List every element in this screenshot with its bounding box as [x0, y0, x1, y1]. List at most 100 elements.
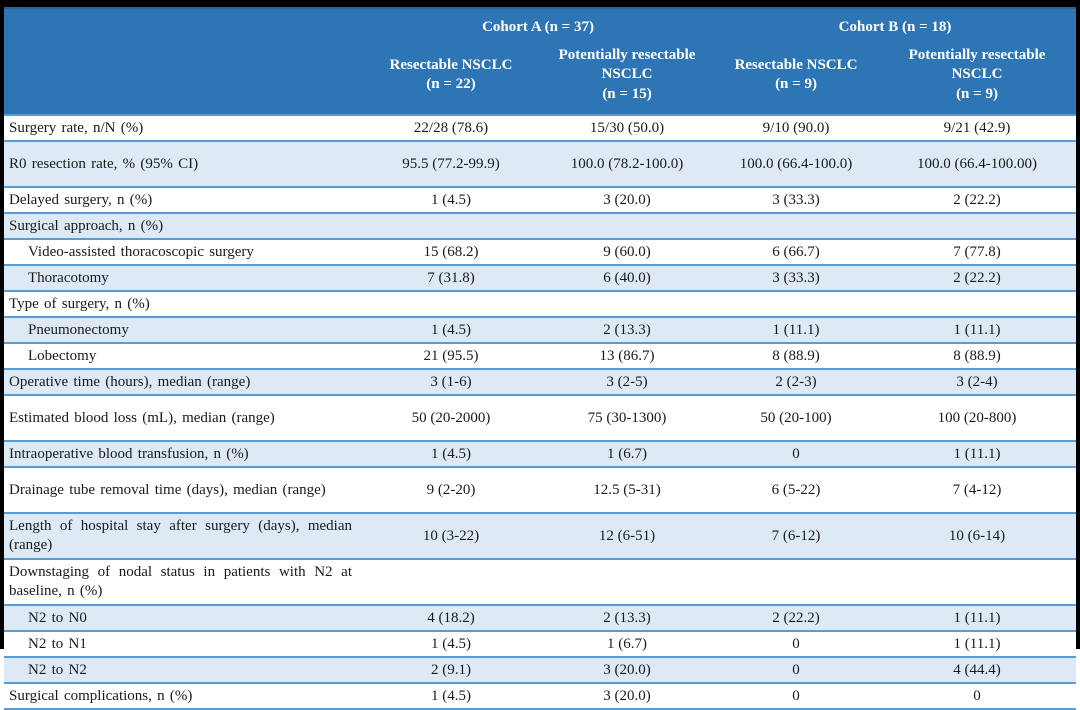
col-header-resectable-b: Resectable NSCLC (n = 9): [714, 36, 879, 115]
cell-value: 0: [792, 635, 800, 652]
table-row: Drainage tube removal time (days), media…: [4, 467, 1077, 513]
surgery-outcomes-table: Cohort A (n = 37) Cohort B (n = 18) Rese…: [4, 7, 1077, 710]
row-label: Drainage tube removal time (days), media…: [9, 481, 326, 498]
cell-value: [362, 213, 540, 239]
cell-value: 2 (22.2): [953, 269, 1001, 286]
cell-value: [362, 559, 540, 605]
table-row: N2 to N0 4 (18.2) 2 (13.3) 2 (22.2) 1 (11.1): [4, 605, 1077, 631]
cell-value: 6 (5-22): [771, 481, 821, 498]
table-row: Intraoperative blood transfusion, n (%) 1…: [4, 441, 1077, 467]
cell-value: 12.5 (5-31): [593, 481, 661, 498]
row-label: Surgery rate, n/N (%): [9, 119, 144, 136]
col-header-name: Potentially resectable NSCLC: [908, 46, 1046, 83]
cell-value: 9/21 (42.9): [943, 119, 1011, 136]
cell-value: 4 (18.2): [427, 609, 475, 626]
cell-value: 50 (20-2000): [411, 409, 491, 426]
cell-value: 13 (86.7): [599, 347, 655, 364]
table-header: Cohort A (n = 37) Cohort B (n = 18) Rese…: [4, 7, 1077, 115]
table-row: Operative time (hours), median (range) 3 …: [4, 369, 1077, 395]
cell-value: [540, 559, 714, 605]
cell-value: 9 (60.0): [603, 243, 651, 260]
cell-value: [714, 559, 878, 605]
cell-value: 6 (40.0): [603, 269, 651, 286]
cell-value: 15 (68.2): [423, 243, 479, 260]
row-label: Type of surgery, n (%): [9, 295, 150, 312]
cell-value: 2 (22.2): [772, 609, 820, 626]
cell-value: 7 (4-12): [952, 481, 1002, 498]
col-header-potentially-resectable-a: Potentially resectable NSCLC (n = 15): [540, 36, 715, 115]
cell-value: 4 (44.4): [953, 661, 1001, 678]
cell-value: [540, 291, 714, 317]
table-row: Estimated blood loss (mL), median (range…: [4, 395, 1077, 441]
cohort-b-header: Cohort B (n = 18): [714, 7, 1077, 36]
section-header-row: Downstaging of nodal status in patients …: [4, 559, 1077, 605]
cell-value: 1 (4.5): [431, 445, 471, 462]
col-header-n: (n = 9): [956, 85, 998, 102]
cell-value: [878, 213, 1076, 239]
cell-value: 7 (77.8): [953, 243, 1001, 260]
cell-value: 10 (6-14): [948, 527, 1006, 544]
row-label: Lobectomy: [28, 347, 97, 364]
table-body: Surgery rate, n/N (%) 22/28 (78.6) 15/30 (…: [4, 115, 1077, 709]
cell-value: 1 (11.1): [953, 635, 1001, 652]
row-label: R0 resection rate, % (95% CI): [9, 155, 199, 172]
cell-value: 21 (95.5): [423, 347, 479, 364]
cell-value: 9/10 (90.0): [762, 119, 830, 136]
table-row: Lobectomy 21 (95.5) 13 (86.7) 8 (88.9) 8 (88…: [4, 343, 1077, 369]
cell-value: 1 (11.1): [953, 609, 1001, 626]
col-header-name: Resectable NSCLC: [389, 56, 513, 73]
cell-value: 9 (2-20): [426, 481, 476, 498]
cohort-a-header: Cohort A (n = 37): [362, 7, 715, 36]
col-header-n: (n = 9): [775, 76, 817, 92]
table-row: Delayed surgery, n (%) 1 (4.5) 3 (20.0) 3 (…: [4, 187, 1077, 213]
col-header-potentially-resectable-b: Potentially resectable NSCLC (n = 9): [878, 36, 1077, 115]
cell-value: 0: [792, 445, 800, 462]
cell-value: [362, 291, 540, 317]
cell-value: 3 (20.0): [603, 687, 651, 704]
cell-value: 2 (9.1): [431, 661, 471, 678]
cell-value: 0: [792, 687, 800, 704]
cell-value: 2 (2-3): [775, 373, 817, 390]
row-label: Thoracotomy: [28, 269, 109, 286]
cell-value: [878, 291, 1076, 317]
col-header-resectable-a: Resectable NSCLC (n = 22): [362, 36, 540, 115]
table-row: Surgery rate, n/N (%) 22/28 (78.6) 15/30 (…: [4, 115, 1077, 141]
cell-value: 3 (2-5): [606, 373, 648, 390]
row-label: Pneumonectomy: [28, 321, 129, 338]
cell-value: 3 (20.0): [603, 661, 651, 678]
cell-value: 10 (3-22): [422, 527, 480, 544]
table-row: Thoracotomy 7 (31.8) 6 (40.0) 3 (33.3) 2 (22…: [4, 265, 1077, 291]
col-header-name: Potentially resectable NSCLC: [558, 46, 696, 83]
column-header-row: Resectable NSCLC (n = 22) Potentially re…: [4, 36, 1077, 115]
row-label: Delayed surgery, n (%): [9, 191, 153, 208]
cell-value: 22/28 (78.6): [413, 119, 489, 136]
cell-value: 100 (20-800): [937, 409, 1017, 426]
row-label: N2 to N1: [28, 635, 87, 652]
col-header-name: Resectable NSCLC: [734, 56, 858, 73]
cohort-header-row: Cohort A (n = 37) Cohort B (n = 18): [4, 7, 1077, 36]
cell-value: 1 (6.7): [607, 445, 647, 462]
cell-value: 100.0 (78.2-100.0): [570, 155, 684, 172]
table-row: R0 resection rate, % (95% CI) 95.5 (77.2-…: [4, 141, 1077, 187]
cell-value: 0: [792, 661, 800, 678]
cell-value: 7 (31.8): [427, 269, 475, 286]
cell-value: 3 (2-4): [956, 373, 998, 390]
cell-value: 2 (13.3): [603, 609, 651, 626]
cell-value: 95.5 (77.2-99.9): [402, 155, 500, 172]
cell-value: [714, 291, 878, 317]
cell-value: 1 (6.7): [607, 635, 647, 652]
cell-value: 1 (4.5): [431, 635, 471, 652]
cell-value: 7 (6-12): [771, 527, 821, 544]
cell-value: 1 (11.1): [953, 321, 1001, 338]
row-label: Surgical complications, n (%): [9, 687, 193, 704]
cell-value: 1 (11.1): [772, 321, 820, 338]
cell-value: 12 (6-51): [598, 527, 656, 544]
cell-value: 1 (4.5): [431, 191, 471, 208]
cell-value: 100.0 (66.4-100.00): [917, 155, 1038, 172]
col-header-n: (n = 15): [602, 85, 652, 102]
cell-value: 3 (20.0): [603, 191, 651, 208]
table-row: Surgical complications, n (%) 1 (4.5) 3 (2…: [4, 683, 1077, 709]
row-label: Length of hospital stay after surgery (d…: [9, 518, 352, 553]
cell-value: [714, 213, 878, 239]
